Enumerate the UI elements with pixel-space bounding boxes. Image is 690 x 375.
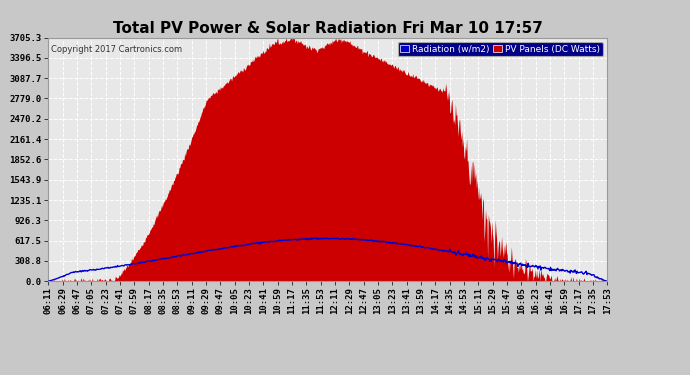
Legend: Radiation (w/m2), PV Panels (DC Watts): Radiation (w/m2), PV Panels (DC Watts) (397, 42, 602, 56)
Text: Copyright 2017 Cartronics.com: Copyright 2017 Cartronics.com (51, 45, 182, 54)
Title: Total PV Power & Solar Radiation Fri Mar 10 17:57: Total PV Power & Solar Radiation Fri Mar… (112, 21, 543, 36)
